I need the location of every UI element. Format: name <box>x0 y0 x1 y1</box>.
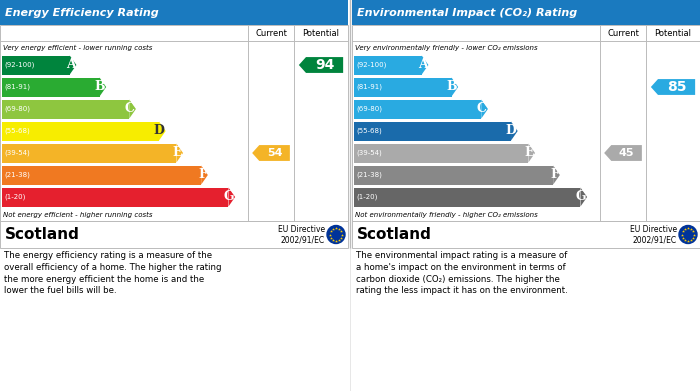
Text: (69-80): (69-80) <box>356 106 382 112</box>
Text: (81-91): (81-91) <box>4 84 30 90</box>
Text: (1-20): (1-20) <box>4 194 25 200</box>
Text: (69-80): (69-80) <box>4 106 30 112</box>
Bar <box>0 25 348 221</box>
Text: Potential: Potential <box>302 29 340 38</box>
Text: Current: Current <box>255 29 287 38</box>
Text: A: A <box>66 59 76 72</box>
Polygon shape <box>528 143 535 163</box>
Text: 45: 45 <box>619 148 634 158</box>
Text: G: G <box>223 190 234 203</box>
Text: F: F <box>198 169 206 181</box>
Polygon shape <box>176 143 183 163</box>
Bar <box>352 0 700 25</box>
Text: EU Directive
2002/91/EC: EU Directive 2002/91/EC <box>630 225 677 244</box>
Bar <box>2 77 99 97</box>
Polygon shape <box>70 56 76 75</box>
Text: Environmental Impact (CO₂) Rating: Environmental Impact (CO₂) Rating <box>357 7 578 18</box>
Text: Scotland: Scotland <box>5 227 80 242</box>
Polygon shape <box>452 77 458 97</box>
Polygon shape <box>421 56 428 75</box>
Text: Current: Current <box>607 29 639 38</box>
Text: 54: 54 <box>267 148 282 158</box>
Text: (21-38): (21-38) <box>4 172 30 178</box>
Polygon shape <box>553 165 560 185</box>
Bar <box>352 25 700 221</box>
Text: Not environmentally friendly - higher CO₂ emissions: Not environmentally friendly - higher CO… <box>355 212 538 217</box>
Bar <box>2 188 228 206</box>
Text: E: E <box>172 147 182 160</box>
Bar <box>354 99 482 118</box>
Bar <box>2 99 130 118</box>
Polygon shape <box>511 122 518 140</box>
Bar <box>354 188 580 206</box>
Bar <box>352 221 700 248</box>
Text: (55-68): (55-68) <box>4 128 29 134</box>
Text: B: B <box>447 81 457 93</box>
Text: C: C <box>477 102 487 115</box>
Polygon shape <box>482 99 488 118</box>
Polygon shape <box>201 165 208 185</box>
Text: (1-20): (1-20) <box>356 194 377 200</box>
Polygon shape <box>299 57 343 73</box>
Text: EU Directive
2002/91/EC: EU Directive 2002/91/EC <box>278 225 325 244</box>
Polygon shape <box>580 188 587 206</box>
Bar <box>354 77 452 97</box>
Bar <box>354 165 553 185</box>
Text: D: D <box>506 124 517 138</box>
Text: (92-100): (92-100) <box>4 62 34 68</box>
Text: (39-54): (39-54) <box>356 150 382 156</box>
Polygon shape <box>99 77 106 97</box>
Polygon shape <box>651 79 695 95</box>
Text: (39-54): (39-54) <box>4 150 29 156</box>
Bar <box>2 122 159 140</box>
Text: Very environmentally friendly - lower CO₂ emissions: Very environmentally friendly - lower CO… <box>355 45 538 50</box>
Polygon shape <box>228 188 235 206</box>
Text: 94: 94 <box>315 58 335 72</box>
Text: Very energy efficient - lower running costs: Very energy efficient - lower running co… <box>3 45 153 50</box>
Text: Potential: Potential <box>654 29 692 38</box>
Bar <box>0 221 348 248</box>
Text: G: G <box>575 190 586 203</box>
Text: C: C <box>125 102 135 115</box>
Text: The environmental impact rating is a measure of
a home's impact on the environme: The environmental impact rating is a mea… <box>356 251 568 295</box>
Text: (81-91): (81-91) <box>356 84 382 90</box>
Text: (21-38): (21-38) <box>356 172 382 178</box>
Text: E: E <box>524 147 534 160</box>
Text: Not energy efficient - higher running costs: Not energy efficient - higher running co… <box>3 212 153 217</box>
Text: Energy Efficiency Rating: Energy Efficiency Rating <box>5 7 159 18</box>
Text: (55-68): (55-68) <box>356 128 382 134</box>
Polygon shape <box>604 145 642 161</box>
Polygon shape <box>130 99 136 118</box>
Bar <box>354 143 528 163</box>
Bar <box>0 0 348 25</box>
Bar <box>2 165 201 185</box>
Text: The energy efficiency rating is a measure of the
overall efficiency of a home. T: The energy efficiency rating is a measur… <box>4 251 221 295</box>
Bar <box>354 122 511 140</box>
Text: B: B <box>94 81 105 93</box>
Text: A: A <box>418 59 428 72</box>
Text: (92-100): (92-100) <box>356 62 386 68</box>
Circle shape <box>327 226 345 244</box>
Polygon shape <box>252 145 290 161</box>
Text: Scotland: Scotland <box>357 227 432 242</box>
Polygon shape <box>159 122 166 140</box>
Bar <box>354 56 421 75</box>
Text: 85: 85 <box>667 80 686 94</box>
Bar <box>2 143 176 163</box>
Circle shape <box>679 226 697 244</box>
Bar <box>2 56 70 75</box>
Text: D: D <box>154 124 164 138</box>
Text: F: F <box>550 169 559 181</box>
